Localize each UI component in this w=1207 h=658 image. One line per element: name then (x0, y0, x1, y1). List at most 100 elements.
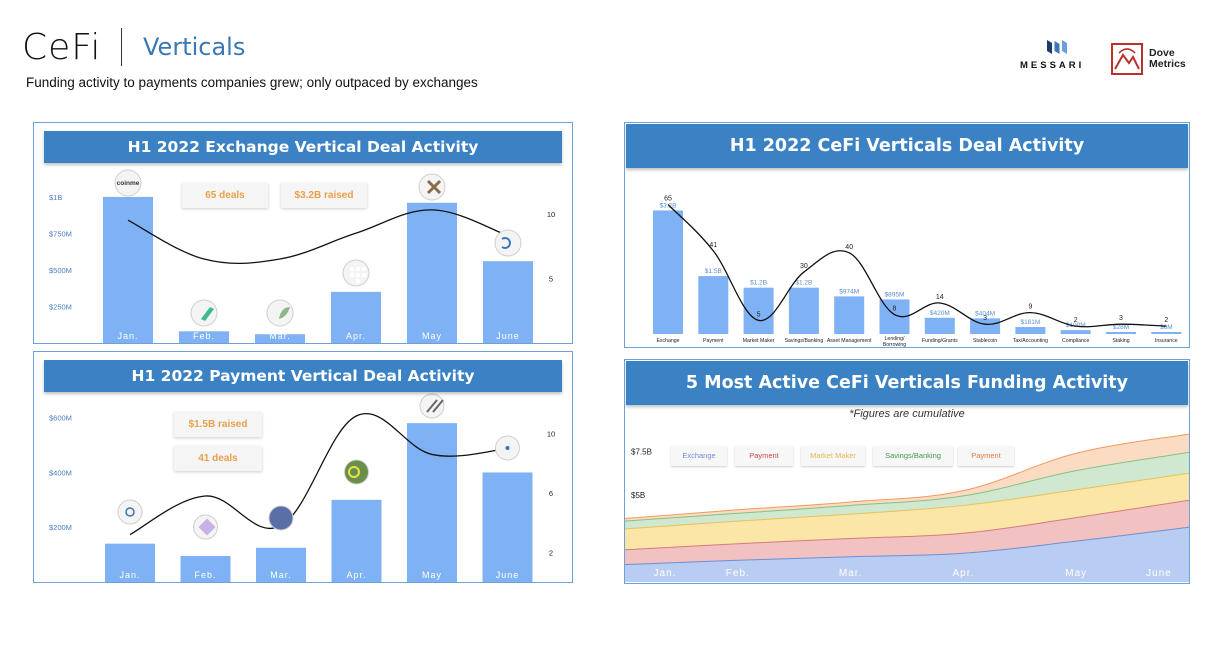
exchange-x-tick-label: June (496, 331, 520, 341)
exchange-bar (103, 196, 153, 343)
top5-area-layer (625, 473, 1189, 550)
verticals-x-tick-label: Asset Management (827, 338, 872, 344)
top5-x-tick-label: Apr. (953, 568, 975, 579)
dove-wordmark-line2: Metrics (1149, 58, 1186, 70)
exchange-y2-tick-label: 5 (549, 274, 553, 283)
top5-area-edge (625, 472, 1189, 530)
top5-legend-item: Savings/Banking (873, 446, 953, 466)
exchange-bar (483, 261, 533, 343)
verticals-bar (1151, 332, 1182, 334)
exchange-y-tick-label: $1B (49, 193, 62, 202)
verticals-deal-count-label: 5 (757, 311, 761, 318)
verticals-bar (1015, 327, 1046, 334)
verticals-x-tick-label: Compliance (1062, 338, 1090, 344)
verticals-value-label: $6M (1160, 324, 1173, 331)
verticals-value-label: $404M (975, 310, 995, 317)
verticals-x-tick-label: Tax/Accounting (1013, 338, 1048, 344)
payment-x-tick-label: Apr. (346, 570, 366, 580)
exchange-chart-panel: $1B $750M $500M $250M 10 5 Jan. Feb. Mar. Apr. May… (33, 122, 573, 344)
payment-x-tick-label: Mar. (270, 570, 292, 580)
verticals-deal-count-label: 3 (1119, 315, 1123, 322)
verticals-chart-title: H1 2022 CeFi Verticals Deal Activity (626, 124, 1188, 168)
exchange-company-logo-icon (266, 299, 294, 327)
dove-metrics-mark-icon (1111, 43, 1143, 75)
payment-bar (482, 472, 533, 582)
exchange-deal-chart: $1B $750M $500M $250M 10 5 Jan. Feb. Mar. Apr. May… (49, 169, 555, 343)
payment-bar (105, 543, 155, 582)
top5-area-edge (625, 433, 1189, 519)
exchange-x-tick-label: May (422, 331, 442, 341)
top5-area-edge (625, 526, 1189, 566)
top5-area-layer (625, 500, 1189, 565)
top5-area-edge (625, 451, 1189, 522)
payment-bar (407, 423, 457, 582)
exchange-company-mark-icon (501, 237, 511, 249)
payment-y-tick-label: $400M (49, 468, 72, 477)
top5-x-tick-label: Jan. (654, 568, 677, 579)
payment-company-mark-icon (505, 446, 510, 450)
verticals-deal-count-line (667, 204, 1167, 328)
verticals-x-tick-label: Savings/Banking (785, 338, 824, 344)
exchange-y-tick-label: $250M (49, 302, 72, 311)
payment-x-tick-label: June (496, 570, 520, 580)
top5-area-layer (625, 452, 1189, 529)
title-divider (121, 28, 122, 66)
page-title: CeFi (22, 27, 102, 68)
verticals-bar (1060, 330, 1091, 334)
payment-company-logo-icon (117, 499, 143, 525)
payment-bar (256, 547, 306, 582)
verticals-x-tick-label-cont: Borrowing (883, 342, 906, 347)
payment-y-tick-label: $600M (49, 414, 72, 423)
verticals-value-label: $420M (930, 310, 950, 317)
verticals-x-tick-label: Staking (1112, 338, 1129, 344)
top5-y-tick-label: $7.5B (631, 448, 652, 457)
exchange-company-mark-icon (356, 279, 360, 283)
payment-company-mark-icon (125, 507, 135, 517)
verticals-deal-count-label: 2 (1074, 317, 1078, 324)
exchange-company-logo-icon (190, 299, 218, 327)
verticals-value-label: $181M (1020, 319, 1040, 326)
top5-x-tick-label: June (1146, 568, 1172, 579)
exchange-company-logo-icon (494, 229, 522, 257)
exchange-y-tick-label: $750M (49, 229, 72, 238)
exchange-bar (407, 202, 457, 343)
verticals-deal-count-label: 30 (800, 263, 808, 270)
verticals-bar (924, 317, 955, 334)
verticals-bar (834, 296, 865, 334)
exchange-x-tick-label: Apr. (346, 331, 366, 341)
exchange-x-tick-label: Mar. (269, 331, 291, 341)
verticals-value-label: $1.2B (795, 280, 812, 287)
payment-company-mark-icon (348, 466, 360, 478)
verticals-x-tick-label: Lending/ (885, 336, 905, 342)
verticals-x-tick-label: Exchange (656, 338, 679, 344)
top5-legend-item: Payment (735, 446, 793, 466)
payment-company-mark-icon (426, 399, 444, 413)
verticals-value-label: $3.2B (660, 202, 677, 209)
payment-bar (180, 555, 231, 582)
top5-chart-note: *Figures are cumulative (849, 408, 965, 420)
verticals-x-tick-label: Funding/Grants (922, 338, 958, 344)
payment-bar (331, 499, 382, 582)
payment-x-tick-label: May (422, 570, 442, 580)
verticals-value-label: $1.5B (705, 268, 722, 275)
top5-chart-title: 5 Most Active CeFi Verticals Funding Act… (626, 361, 1188, 405)
top5-funding-chart: $7.5B $5B Jan. Feb. Mar. Apr. May June (625, 433, 1189, 582)
verticals-x-tick-label: Stablecoin (973, 338, 997, 344)
verticals-value-label: $974M (839, 288, 859, 295)
top5-legend-item: Payment (958, 446, 1014, 466)
exchange-x-tick-label: Feb. (193, 331, 215, 341)
verticals-x-tick-label: Market Maker (743, 338, 775, 344)
payment-y2-tick-label: 10 (547, 430, 555, 439)
verticals-bar (743, 287, 774, 334)
verticals-deal-count-label: 8 (893, 306, 897, 313)
verticals-value-label: $895M (885, 291, 905, 298)
exchange-deals-pill: 65 deals (182, 183, 268, 208)
top5-legend-item: Exchange (671, 446, 727, 466)
verticals-deal-count-label: 65 (664, 196, 672, 203)
verticals-chart-panel: $3.2B Exchange $1.5B Payment $1.2B Market Mak… (624, 122, 1190, 348)
messari-wordmark: MESSARI (1020, 60, 1085, 71)
exchange-company-logo-icon (114, 169, 142, 197)
verticals-bar (653, 210, 683, 334)
exchange-bar (331, 291, 381, 343)
exchange-chart-title: H1 2022 Exchange Vertical Deal Activity (44, 131, 562, 163)
